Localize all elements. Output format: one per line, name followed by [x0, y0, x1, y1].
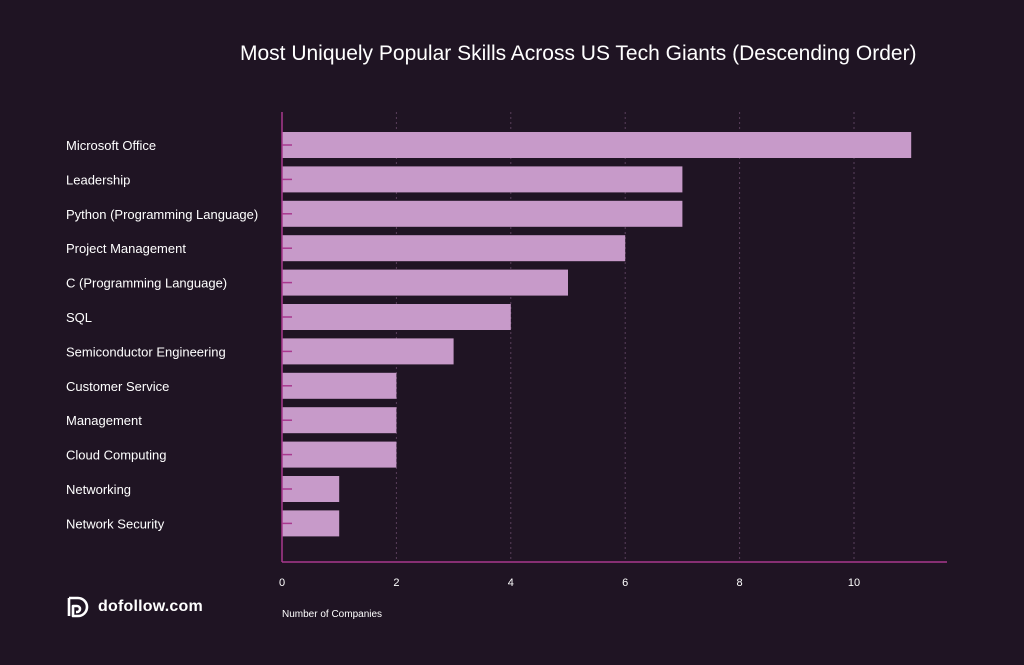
category-label: Management — [66, 413, 142, 428]
bar-5 — [282, 269, 568, 296]
x-tick-label: 2 — [393, 577, 399, 589]
brand-logo: dofollow.com — [66, 595, 203, 619]
category-label: Leadership — [66, 172, 130, 187]
category-label: Networking — [66, 482, 131, 497]
category-label: Cloud Computing — [66, 448, 166, 463]
category-label: Project Management — [66, 241, 186, 256]
bar-1 — [282, 132, 912, 158]
category-label: Network Security — [66, 516, 165, 531]
category-label: Customer Service — [66, 379, 169, 394]
chart-title: Most Uniquely Popular Skills Across US T… — [240, 42, 917, 65]
bar-9 — [282, 407, 397, 434]
category-label: Microsoft Office — [66, 138, 156, 153]
brand-name: dofollow.com — [98, 598, 203, 615]
bar-8 — [282, 372, 397, 399]
bar-10 — [282, 441, 397, 468]
bar-2 — [282, 166, 683, 193]
x-tick-label: 6 — [622, 577, 628, 589]
bar-6 — [282, 304, 511, 330]
category-label: Python (Programming Language) — [66, 207, 258, 222]
x-axis-label: Number of Companies — [282, 609, 383, 620]
bar-7 — [282, 338, 454, 365]
dofollow-logo-icon — [67, 596, 89, 618]
bar-4 — [282, 235, 626, 262]
x-tick-label: 8 — [737, 577, 743, 589]
category-label: C (Programming Language) — [66, 276, 227, 291]
category-label: SQL — [66, 310, 92, 325]
x-tick-label: 10 — [848, 577, 860, 589]
x-tick-label: 4 — [508, 577, 514, 589]
bar-3 — [282, 200, 683, 227]
x-tick-label: 0 — [279, 577, 285, 589]
category-label: Semiconductor Engineering — [66, 344, 226, 359]
